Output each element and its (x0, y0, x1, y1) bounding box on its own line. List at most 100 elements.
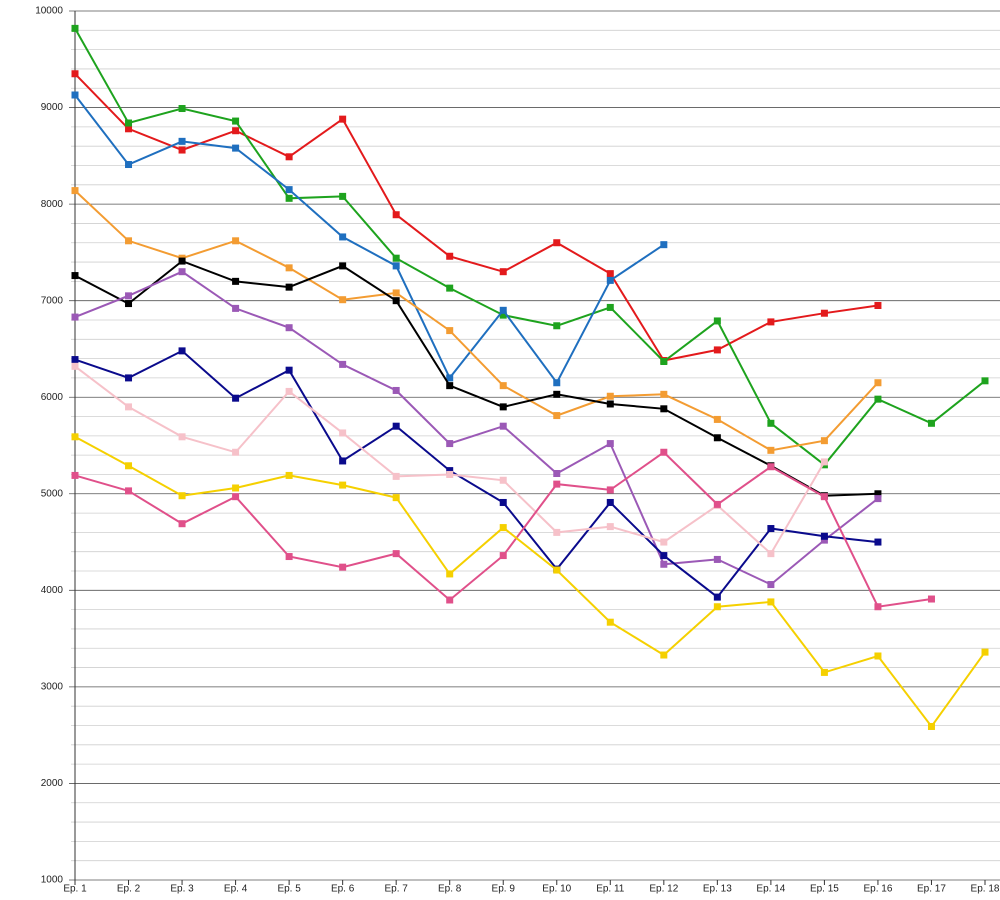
point (767, 550, 775, 558)
y-tick-label: 1000 (41, 875, 64, 886)
point (874, 490, 882, 498)
point (553, 322, 561, 330)
point (660, 241, 668, 249)
x-tick-label: Ep. 7 (384, 884, 408, 895)
point (820, 437, 828, 445)
point (499, 524, 507, 532)
point (767, 463, 775, 471)
point (927, 722, 935, 730)
point (820, 458, 828, 466)
point (820, 493, 828, 501)
x-tick-label: Ep. 4 (224, 884, 248, 895)
series-line (74, 94, 665, 385)
point (499, 268, 507, 276)
y-tick-label: 5000 (41, 488, 64, 499)
point (606, 270, 614, 278)
point (125, 119, 133, 127)
point (713, 555, 721, 563)
y-tick-label: 4000 (41, 585, 64, 596)
point (71, 471, 79, 479)
y-tick-label: 7000 (41, 295, 64, 306)
point (660, 357, 668, 365)
point (927, 595, 935, 603)
point (874, 652, 882, 660)
series-line (74, 189, 879, 452)
point (606, 392, 614, 400)
series-line (74, 349, 879, 599)
point (874, 495, 882, 503)
x-tick-label: Ep. 14 (756, 884, 785, 895)
point (553, 470, 561, 478)
point (392, 422, 400, 430)
point (71, 356, 79, 364)
point (767, 598, 775, 606)
point (71, 433, 79, 441)
point (713, 415, 721, 423)
point (553, 239, 561, 247)
point (125, 300, 133, 308)
point (606, 486, 614, 494)
point (232, 304, 240, 312)
point (392, 550, 400, 558)
point (392, 262, 400, 270)
point (71, 362, 79, 370)
point (392, 297, 400, 305)
point (125, 462, 133, 470)
point (446, 440, 454, 448)
point (767, 318, 775, 326)
point (660, 560, 668, 568)
x-tick-label: Ep. 13 (703, 884, 732, 895)
point (499, 422, 507, 430)
y-tick-label: 9000 (41, 102, 64, 113)
point (339, 262, 347, 270)
point (178, 433, 186, 441)
point (232, 237, 240, 245)
series-line (74, 435, 986, 729)
point (125, 125, 133, 133)
point (874, 395, 882, 403)
point (874, 379, 882, 387)
point (660, 552, 668, 560)
point (499, 382, 507, 390)
point (285, 186, 293, 194)
point (125, 161, 133, 169)
point (553, 566, 561, 574)
point (981, 648, 989, 656)
point (339, 481, 347, 489)
point (285, 553, 293, 561)
x-tick-label: Ep. 8 (438, 884, 462, 895)
point (392, 386, 400, 394)
point (553, 480, 561, 488)
point (339, 296, 347, 304)
point (553, 390, 561, 398)
point (446, 327, 454, 335)
point (285, 387, 293, 395)
point (446, 252, 454, 260)
point (232, 493, 240, 501)
point (232, 127, 240, 135)
x-tick-label: Ep. 18 (971, 884, 1000, 895)
point (606, 618, 614, 626)
point (660, 390, 668, 398)
point (713, 317, 721, 325)
point (178, 146, 186, 154)
point (767, 525, 775, 533)
point (606, 400, 614, 408)
point (446, 470, 454, 478)
point (392, 289, 400, 297)
point (446, 382, 454, 390)
point (606, 303, 614, 311)
point (285, 283, 293, 291)
point (713, 593, 721, 601)
point (232, 117, 240, 125)
point (553, 528, 561, 536)
x-tick-label: Ep. 17 (917, 884, 946, 895)
point (285, 324, 293, 332)
x-tick-label: Ep. 2 (117, 884, 141, 895)
point (125, 292, 133, 300)
point (660, 651, 668, 659)
point (499, 476, 507, 484)
point (339, 115, 347, 123)
point (820, 668, 828, 676)
point (232, 277, 240, 285)
